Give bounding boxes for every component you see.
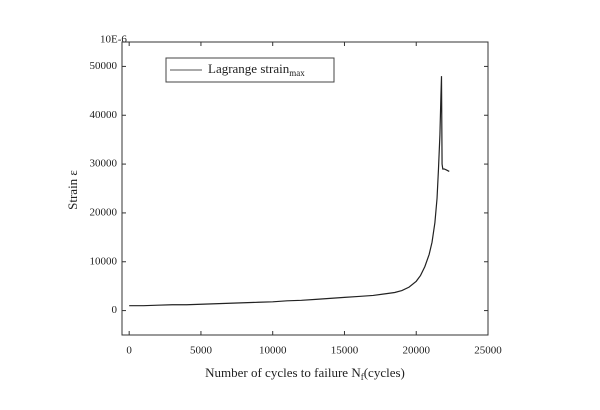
legend-label-main: Lagrange strain xyxy=(208,61,290,76)
legend-label: Lagrange strainmax xyxy=(208,61,305,78)
y-tick-label: 30000 xyxy=(90,158,118,170)
x-tick-label: 15000 xyxy=(331,345,359,357)
x-tick-label: 20000 xyxy=(402,345,430,357)
x-axis-label-sub: f xyxy=(361,372,364,382)
x-axis-label-main: Number of cycles to failure N xyxy=(205,365,361,380)
x-tick-label: 5000 xyxy=(190,345,213,357)
legend-label-sub: max xyxy=(289,68,305,78)
x-axis-label-tail: (cycles) xyxy=(364,365,405,380)
y-tick-label: 20000 xyxy=(90,206,118,218)
data-line xyxy=(129,76,450,307)
y-tick-label: 10000 xyxy=(90,255,118,267)
x-tick-label: 25000 xyxy=(474,345,502,357)
plot-frame xyxy=(121,41,489,336)
x-axis-label: Number of cycles to failure Nf(cycles) xyxy=(205,365,405,382)
y-tick-label: 0 xyxy=(112,304,118,316)
legend-box xyxy=(165,57,335,83)
x-tick-label: 10000 xyxy=(259,345,287,357)
axis-multiplier: 10E-6 xyxy=(100,34,127,46)
y-axis-label: Strain ε xyxy=(65,170,80,210)
y-tick-label: 50000 xyxy=(90,60,118,72)
y-tick-label: 40000 xyxy=(90,109,118,121)
x-tick-label: 0 xyxy=(126,345,132,357)
